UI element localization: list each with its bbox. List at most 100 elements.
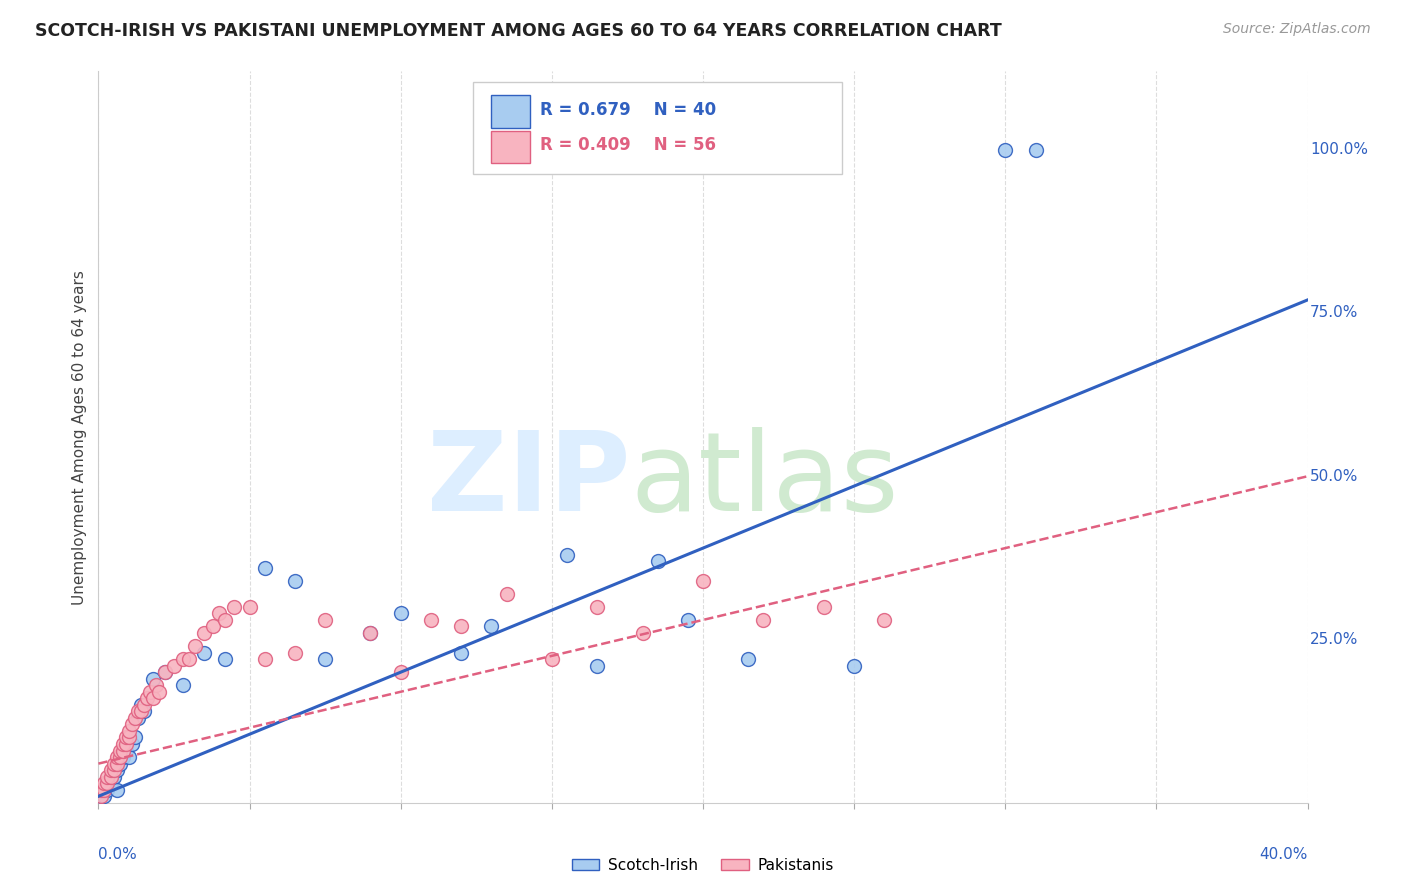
Point <box>314 613 336 627</box>
Point <box>132 698 155 712</box>
Point <box>676 613 699 627</box>
Point <box>586 599 609 614</box>
Text: 25.0%: 25.0% <box>1310 632 1358 647</box>
Point <box>118 731 141 745</box>
Text: 75.0%: 75.0% <box>1310 305 1358 320</box>
Point <box>193 646 215 660</box>
Point <box>284 574 307 588</box>
Point <box>1024 143 1046 157</box>
Point <box>389 607 412 621</box>
Text: Source: ZipAtlas.com: Source: ZipAtlas.com <box>1223 22 1371 37</box>
Text: R = 0.409    N = 56: R = 0.409 N = 56 <box>540 136 716 154</box>
Point <box>994 143 1017 157</box>
Text: R = 0.679    N = 40: R = 0.679 N = 40 <box>540 101 716 120</box>
Point <box>100 770 122 784</box>
Text: 50.0%: 50.0% <box>1310 469 1358 483</box>
Point <box>142 691 165 706</box>
Point <box>214 613 236 627</box>
Point <box>450 619 472 633</box>
Point <box>90 789 112 804</box>
Point <box>586 658 609 673</box>
Point <box>647 554 669 568</box>
Point <box>153 665 176 680</box>
Point <box>389 665 412 680</box>
Point <box>813 599 835 614</box>
Point <box>100 776 122 790</box>
Point <box>752 613 775 627</box>
Point <box>90 782 112 797</box>
Point <box>631 626 654 640</box>
Point <box>214 652 236 666</box>
Point <box>124 731 146 745</box>
Point <box>873 613 896 627</box>
Point <box>172 652 194 666</box>
Point <box>153 665 176 680</box>
Point <box>450 646 472 660</box>
Point <box>692 574 714 588</box>
Point <box>124 711 146 725</box>
Point <box>108 756 131 771</box>
Point <box>253 560 276 574</box>
Point <box>103 763 125 777</box>
Point <box>114 731 136 745</box>
Point <box>145 678 167 692</box>
Text: 40.0%: 40.0% <box>1260 847 1308 862</box>
Point <box>129 698 152 712</box>
Point <box>139 685 162 699</box>
Point <box>481 619 503 633</box>
Point <box>184 639 207 653</box>
Point <box>100 763 122 777</box>
Point <box>105 756 128 771</box>
Point <box>100 770 122 784</box>
Text: atlas: atlas <box>630 427 898 534</box>
Point <box>114 737 136 751</box>
Point <box>111 750 134 764</box>
Point <box>105 763 128 777</box>
Point <box>96 776 118 790</box>
Text: 100.0%: 100.0% <box>1310 142 1368 157</box>
Point <box>540 652 562 666</box>
Point <box>193 626 215 640</box>
Point <box>314 652 336 666</box>
Point <box>111 743 134 757</box>
Point <box>239 599 262 614</box>
Point <box>127 711 149 725</box>
Point <box>96 776 118 790</box>
Point <box>844 658 866 673</box>
Point <box>135 691 157 706</box>
Point <box>118 723 141 738</box>
Point <box>360 626 382 640</box>
Point <box>419 613 441 627</box>
Point <box>103 770 125 784</box>
Point <box>142 672 165 686</box>
Point <box>127 705 149 719</box>
Point <box>202 619 225 633</box>
Point <box>737 652 759 666</box>
Point <box>108 750 131 764</box>
Point <box>118 750 141 764</box>
Point <box>93 782 115 797</box>
Point <box>129 705 152 719</box>
Point <box>360 626 382 640</box>
Point <box>172 678 194 692</box>
Point <box>96 770 118 784</box>
Y-axis label: Unemployment Among Ages 60 to 64 years: Unemployment Among Ages 60 to 64 years <box>72 269 87 605</box>
FancyBboxPatch shape <box>492 95 530 128</box>
Point <box>284 646 307 660</box>
Point <box>105 750 128 764</box>
Legend: Scotch-Irish, Pakistanis: Scotch-Irish, Pakistanis <box>565 852 841 880</box>
Point <box>111 737 134 751</box>
Point <box>93 776 115 790</box>
Point <box>93 789 115 804</box>
Point <box>224 599 246 614</box>
Point <box>132 705 155 719</box>
Point <box>121 737 143 751</box>
FancyBboxPatch shape <box>492 130 530 162</box>
Text: SCOTCH-IRISH VS PAKISTANI UNEMPLOYMENT AMONG AGES 60 TO 64 YEARS CORRELATION CHA: SCOTCH-IRISH VS PAKISTANI UNEMPLOYMENT A… <box>35 22 1002 40</box>
Point <box>90 789 112 804</box>
Text: ZIP: ZIP <box>427 427 630 534</box>
Point <box>96 782 118 797</box>
Point <box>253 652 276 666</box>
Point <box>105 782 128 797</box>
Point <box>93 782 115 797</box>
